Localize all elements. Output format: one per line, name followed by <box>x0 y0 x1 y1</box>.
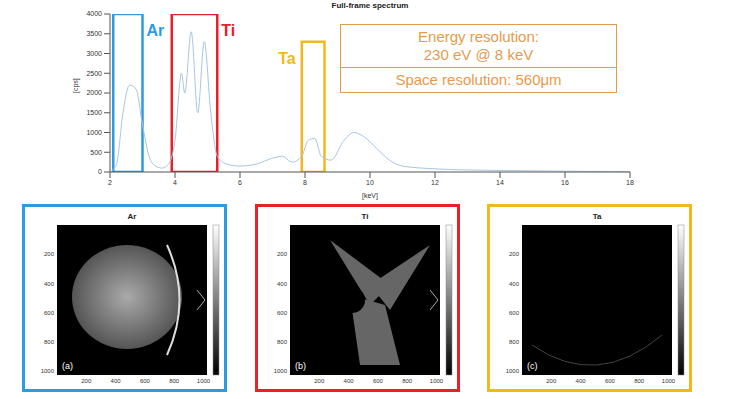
svg-text:4: 4 <box>173 179 177 186</box>
svg-text:[keV]: [keV] <box>362 192 378 200</box>
svg-text:200: 200 <box>44 251 55 257</box>
svg-text:600: 600 <box>373 378 384 384</box>
svg-text:800: 800 <box>169 378 180 384</box>
svg-text:800: 800 <box>509 339 520 345</box>
svg-text:600: 600 <box>44 310 55 316</box>
svg-text:Ta: Ta <box>278 50 296 67</box>
svg-text:1500: 1500 <box>86 109 102 116</box>
svg-text:200: 200 <box>81 378 92 384</box>
html-text:Full-frame spectrum: Full-frame spectrum <box>331 1 409 10</box>
svg-text:200: 200 <box>277 251 288 257</box>
svg-text:800: 800 <box>44 339 55 345</box>
svg-text:600: 600 <box>605 378 616 384</box>
svg-text:Ta: Ta <box>593 212 602 221</box>
svg-text:[cps]: [cps] <box>72 78 80 93</box>
svg-text:800: 800 <box>277 339 288 345</box>
svg-text:200: 200 <box>546 378 557 384</box>
svg-text:16: 16 <box>561 179 569 186</box>
svg-text:10: 10 <box>366 179 374 186</box>
svg-text:1000: 1000 <box>197 378 211 384</box>
svg-text:2000: 2000 <box>86 89 102 96</box>
svg-text:Ti: Ti <box>221 22 235 39</box>
svg-text:6: 6 <box>238 179 242 186</box>
svg-text:(a): (a) <box>62 361 73 371</box>
svg-text:3500: 3500 <box>86 30 102 37</box>
svg-text:1000: 1000 <box>86 129 102 136</box>
svg-text:400: 400 <box>509 281 520 287</box>
svg-text:400: 400 <box>576 378 587 384</box>
svg-text:500: 500 <box>90 149 102 156</box>
svg-text:1000: 1000 <box>41 368 55 374</box>
svg-text:1000: 1000 <box>506 368 520 374</box>
svg-text:2: 2 <box>108 179 112 186</box>
svg-text:Ar: Ar <box>128 212 137 221</box>
svg-text:400: 400 <box>277 281 288 287</box>
html-text:230 eV @ 8 keV: 230 eV @ 8 keV <box>423 46 534 63</box>
svg-text:(c): (c) <box>527 361 538 371</box>
svg-text:200: 200 <box>509 251 520 257</box>
svg-text:600: 600 <box>277 310 288 316</box>
svg-text:1000: 1000 <box>274 368 288 374</box>
svg-text:600: 600 <box>140 378 151 384</box>
svg-text:0: 0 <box>98 168 102 175</box>
svg-text:18: 18 <box>626 179 634 186</box>
html-text:Energy resolution:: Energy resolution: <box>418 28 539 45</box>
svg-text:400: 400 <box>111 378 122 384</box>
svg-text:400: 400 <box>344 378 355 384</box>
svg-text:Ti: Ti <box>362 212 369 221</box>
svg-text:3000: 3000 <box>86 50 102 57</box>
svg-text:8: 8 <box>303 179 307 186</box>
svg-text:800: 800 <box>402 378 413 384</box>
svg-text:200: 200 <box>314 378 325 384</box>
svg-text:600: 600 <box>509 310 520 316</box>
svg-text:800: 800 <box>634 378 645 384</box>
svg-text:(b): (b) <box>295 361 306 371</box>
svg-text:Ar: Ar <box>147 22 165 39</box>
svg-text:14: 14 <box>496 179 504 186</box>
svg-text:400: 400 <box>44 281 55 287</box>
svg-text:2500: 2500 <box>86 70 102 77</box>
html-text:Space resolution: 560μm: Space resolution: 560μm <box>395 71 562 88</box>
svg-text:1000: 1000 <box>430 378 444 384</box>
svg-text:12: 12 <box>431 179 439 186</box>
svg-text:1000: 1000 <box>662 378 676 384</box>
svg-text:4000: 4000 <box>86 10 102 17</box>
